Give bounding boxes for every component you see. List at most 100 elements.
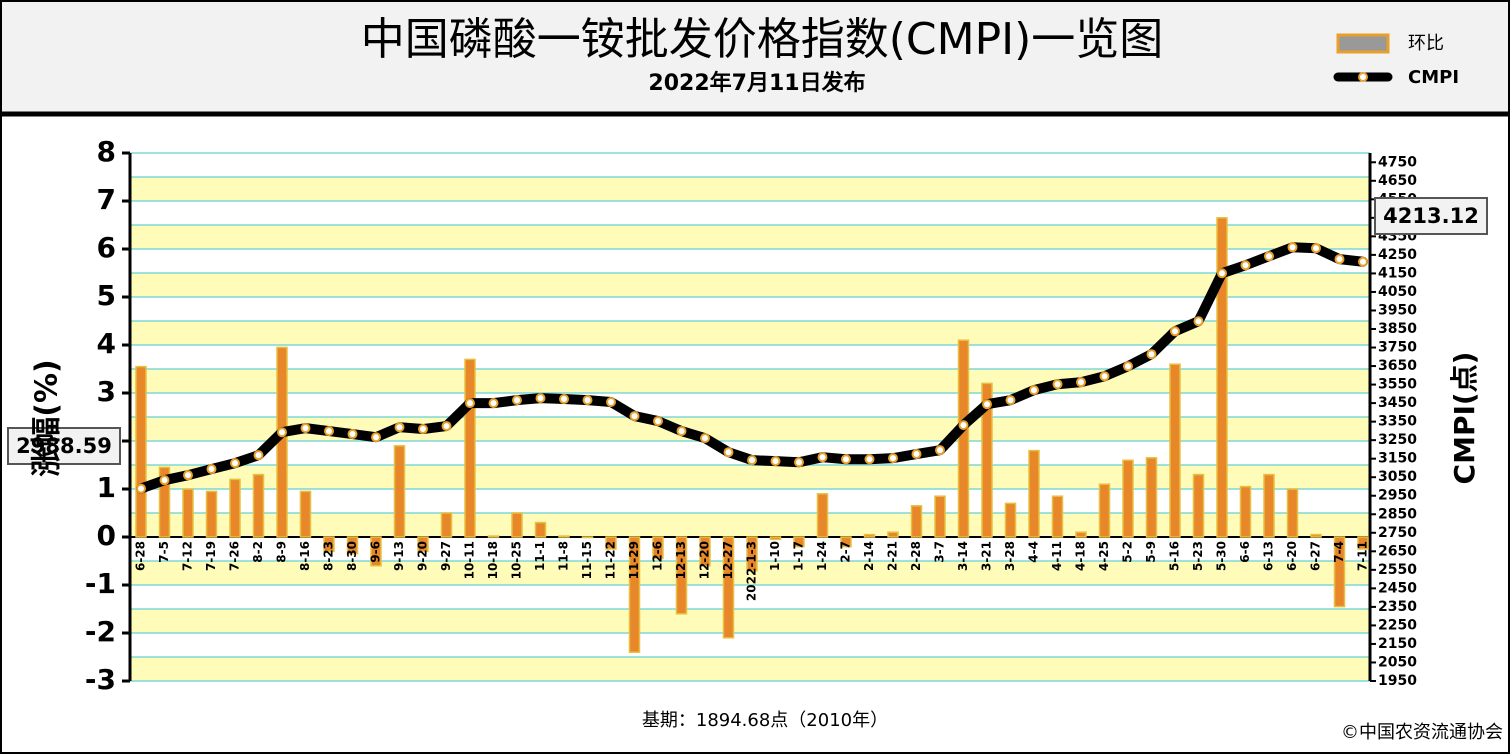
- line-marker: [535, 393, 546, 404]
- line-marker: [1193, 316, 1204, 327]
- line-marker: [253, 450, 264, 461]
- x-tick-label: 4-4: [1027, 541, 1041, 563]
- line-marker: [324, 426, 334, 437]
- x-tick-label: 8-2: [251, 541, 265, 563]
- x-tick-label: 1-24: [815, 541, 829, 571]
- line-marker: [1287, 242, 1298, 253]
- line-marker: [1311, 243, 1321, 254]
- line-marker: [888, 453, 898, 464]
- x-tick-label: 6-28: [134, 541, 148, 571]
- y2-tick-label: 1950: [1378, 673, 1417, 689]
- line-marker: [1123, 361, 1133, 372]
- x-tick-label: 1-10: [768, 541, 782, 571]
- bar: [1286, 488, 1299, 538]
- line-marker: [606, 396, 616, 407]
- y2-tick-label: 3650: [1378, 358, 1417, 374]
- bar: [1357, 536, 1369, 550]
- bar: [1310, 533, 1322, 538]
- x-tick-label: 10-25: [510, 541, 524, 579]
- bar: [981, 382, 993, 538]
- y2-tick-label: 2350: [1378, 599, 1417, 615]
- plot: -3-2-10123456781950205021502250235024502…: [7, 135, 1488, 696]
- line-marker: [1005, 395, 1016, 406]
- x-tick-label: 2-14: [862, 541, 876, 571]
- line-marker: [1146, 349, 1157, 360]
- y2-tick-label: 2250: [1378, 617, 1417, 633]
- y2-tick-label: 3050: [1378, 469, 1417, 485]
- line-marker: [159, 475, 170, 486]
- x-tick-label: 5-16: [1168, 541, 1182, 571]
- y2-tick-label: 2950: [1378, 488, 1417, 504]
- bar: [135, 365, 147, 538]
- bar: [158, 466, 171, 538]
- y2-tick-label: 4050: [1378, 284, 1417, 300]
- y2-tick-label: 3150: [1378, 451, 1417, 467]
- y2-tick-label: 2150: [1378, 636, 1417, 652]
- bar: [746, 536, 758, 572]
- line-marker: [1240, 260, 1251, 271]
- x-tick-label: 9-6: [369, 541, 383, 563]
- x-tick-label: 6-27: [1309, 541, 1323, 571]
- band: [130, 657, 1370, 681]
- line-marker: [394, 422, 405, 433]
- footnote: 基期：1894.68点（2010年）: [642, 710, 888, 731]
- line-marker: [817, 452, 828, 463]
- y2-tick-label: 4150: [1378, 265, 1417, 281]
- x-tick-label: 7-12: [181, 541, 195, 571]
- bar: [393, 445, 406, 538]
- x-tick-label: 2022-1-3: [745, 541, 759, 601]
- line-marker: [747, 455, 757, 466]
- bar: [1192, 473, 1205, 538]
- y2-tick-label: 2050: [1378, 654, 1417, 670]
- bar: [1028, 449, 1040, 538]
- y-tick-label: 7: [97, 183, 116, 216]
- y-tick-label: -2: [85, 615, 116, 648]
- x-tick-label: 7-4: [1332, 541, 1346, 563]
- bar: [487, 535, 500, 538]
- line-marker: [723, 447, 734, 458]
- x-tick-label: 3-21: [980, 541, 994, 571]
- x-tick-label: 4-11: [1050, 541, 1064, 571]
- x-tick-label: 12-6: [651, 541, 665, 571]
- x-tick-label: 7-19: [204, 541, 218, 571]
- bar: [1333, 536, 1346, 608]
- line-marker: [277, 427, 287, 438]
- x-tick-label: 11-8: [557, 541, 571, 571]
- bar: [1169, 363, 1181, 538]
- header: [2, 2, 1508, 112]
- line-marker: [300, 423, 311, 434]
- y2-tick-label: 2650: [1378, 543, 1417, 559]
- bar: [581, 536, 594, 539]
- line-marker: [1052, 379, 1063, 390]
- bar: [370, 536, 382, 567]
- band: [130, 177, 1370, 201]
- x-tick-label: 11-22: [604, 541, 618, 579]
- line-marker: [206, 464, 217, 475]
- bar: [205, 490, 218, 538]
- line-marker: [935, 445, 945, 456]
- y-tick-label: 0: [97, 519, 116, 552]
- bar: [323, 536, 335, 553]
- x-tick-label: 10-11: [463, 541, 477, 579]
- line-marker: [418, 424, 428, 435]
- legend: 环比 CMPI: [1333, 33, 1459, 88]
- x-tick-label: 8-16: [298, 541, 312, 571]
- bar: [1239, 485, 1252, 538]
- y-axis-label: 涨幅(%): [30, 359, 65, 476]
- bar: [464, 358, 476, 538]
- x-tick-label: 3-28: [1003, 541, 1017, 571]
- x-tick-label: 3-14: [956, 541, 970, 571]
- bar: [511, 512, 523, 538]
- line-marker: [911, 449, 922, 460]
- x-tick-label: 9-27: [439, 541, 453, 571]
- source: ©中国农资流通协会: [1341, 722, 1503, 743]
- y2-tick-label: 2850: [1378, 506, 1417, 522]
- x-tick-label: 7-11: [1356, 541, 1370, 571]
- bar: [957, 339, 970, 538]
- y2-tick-label: 2550: [1378, 562, 1417, 578]
- x-tick-label: 7-5: [157, 541, 171, 563]
- value-label: 4213.12: [1383, 204, 1479, 228]
- bar: [346, 536, 359, 555]
- y2-tick-label: 4650: [1378, 173, 1417, 189]
